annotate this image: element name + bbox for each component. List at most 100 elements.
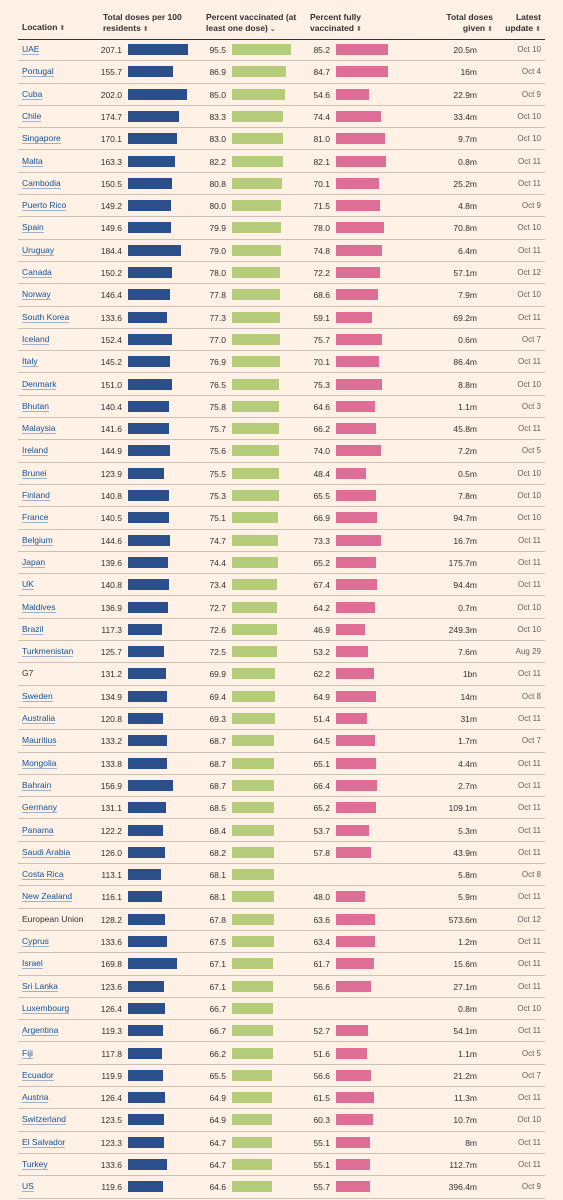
location-link[interactable]: Costa Rica [22, 869, 64, 881]
percent-vaccinated-value: 74.7 [209, 535, 226, 546]
location-link[interactable]: Sri Lanka [22, 980, 58, 992]
table-row: Israel 169.8 67.1 61.7 15.6m Oct 11 [18, 953, 545, 976]
percent-vaccinated-bar [232, 423, 279, 435]
percent-fully-bar [336, 333, 383, 345]
location-link[interactable]: Finland [22, 490, 50, 501]
location-link[interactable]: Turkey [22, 1159, 48, 1170]
total-doses-value: 43.9m [453, 847, 477, 858]
location-link[interactable]: Mongolia [22, 757, 57, 769]
location-link[interactable]: Argentina [22, 1025, 59, 1037]
location-link[interactable]: Singapore [22, 133, 61, 145]
percent-vaccinated-value: 85.0 [209, 89, 226, 100]
location-link[interactable]: Australia [22, 713, 56, 724]
location-link[interactable]: Mauritius [22, 735, 57, 747]
location-link[interactable]: Malta [22, 155, 43, 167]
column-header-location[interactable]: Location ⬍ [22, 22, 65, 34]
total-doses-value: 1bn [462, 669, 477, 680]
location-link[interactable]: Bahrain [22, 779, 52, 791]
location-link[interactable]: Bhutan [22, 400, 49, 412]
location-link[interactable]: New Zealand [22, 891, 73, 903]
percent-fully-bar [336, 155, 387, 167]
latest-update-value: Oct 11 [518, 535, 541, 545]
location-link[interactable]: Fiji [22, 1047, 33, 1059]
percent-vaccinated-value: 68.4 [209, 825, 226, 836]
total-doses-value: 57.1m [453, 268, 477, 278]
location-link[interactable]: UAE [22, 44, 40, 55]
location-link[interactable]: Germany [22, 802, 57, 814]
percent-fully-bar [336, 512, 377, 524]
doses-per-100-value: 131.1 [100, 803, 122, 814]
location-link[interactable]: Cuba [22, 88, 43, 100]
location-link[interactable]: Japan [22, 556, 46, 568]
total-doses-value: 25.2m [453, 178, 477, 189]
table-row: Mauritius 133.2 68.7 64.5 1.7m Oct 7 [18, 730, 545, 753]
total-doses-value: 5.8m [458, 870, 477, 881]
location-link[interactable]: Sweden [22, 690, 53, 702]
column-header-percent-vaccinated[interactable]: Percent vaccinated (at least one dose) ⌄ [206, 12, 296, 35]
column-header-percent-fully[interactable]: Percent fully vaccinated ⬍ [310, 12, 362, 35]
percent-vaccinated-bar [232, 936, 274, 947]
total-doses-value: 0.7m [458, 602, 477, 613]
location-link[interactable]: Iceland [22, 333, 50, 345]
location-link[interactable]: Denmark [22, 378, 57, 390]
location-link[interactable]: Austria [22, 1092, 49, 1104]
location-link[interactable]: US [22, 1181, 34, 1193]
column-header-total-doses[interactable]: Total doses given ⬍ [446, 12, 493, 35]
location-link[interactable]: Malaysia [22, 423, 56, 435]
location-link[interactable]: France [22, 512, 49, 524]
location-link[interactable]: UK [22, 579, 34, 591]
latest-update-value: Oct 11 [518, 780, 541, 790]
percent-fully-bar [336, 579, 378, 591]
doses-per-100-value: 146.4 [100, 290, 122, 301]
doses-per-100-bar [128, 1047, 163, 1059]
location-link[interactable]: Belgium [22, 534, 53, 546]
column-header-doses-per-100[interactable]: Total doses per 100 residents ⬍ [103, 12, 182, 35]
doses-per-100-bar [128, 779, 174, 791]
location-link[interactable]: Turkmenistan [22, 646, 74, 658]
location-link[interactable]: Spain [22, 222, 44, 234]
location-link[interactable]: Cyprus [22, 936, 49, 947]
location-link[interactable]: Uruguay [22, 244, 55, 256]
location-link[interactable]: Cambodia [22, 177, 61, 189]
location-link[interactable]: Ecuador [22, 1069, 54, 1081]
doses-per-100-value: 152.4 [100, 334, 122, 345]
location-link[interactable]: Brunei [22, 467, 47, 479]
doses-per-100-value: 141.6 [100, 424, 122, 435]
table-row: European Union 128.2 67.8 63.6 573.6m Oct 12 [18, 909, 545, 931]
location-link[interactable]: Luxembourg [22, 1002, 70, 1014]
location-link[interactable]: Portugal [22, 66, 54, 78]
location-link[interactable]: Brazil [22, 623, 44, 635]
percent-fully-bar [336, 467, 366, 479]
percent-fully-bar [336, 311, 373, 323]
location-link[interactable]: Israel [22, 958, 43, 970]
doses-per-100-value: 149.2 [100, 201, 122, 212]
total-doses-value: 5.9m [458, 892, 477, 903]
percent-vaccinated-bar [232, 289, 281, 301]
percent-fully-bar [336, 1181, 370, 1193]
location-link[interactable]: Chile [22, 110, 42, 122]
location-link[interactable]: Canada [22, 267, 52, 278]
location-link[interactable]: Ireland [22, 445, 48, 457]
doses-per-100-value: 128.2 [100, 914, 122, 925]
table-row: Italy 145.2 76.9 70.1 86.4m Oct 11 [18, 351, 545, 374]
percent-vaccinated-bar [232, 1092, 273, 1104]
doses-per-100-value: 119.9 [101, 1070, 122, 1081]
location-link[interactable]: El Salvador [22, 1136, 66, 1148]
location-link[interactable]: Saudi Arabia [22, 846, 71, 858]
location-link: G7 [22, 668, 34, 679]
percent-vaccinated-bar [232, 556, 278, 568]
percent-fully-bar [336, 267, 381, 278]
percent-vaccinated-bar [232, 155, 283, 167]
location-link[interactable]: Italy [22, 356, 38, 368]
location-link[interactable]: Puerto Rico [22, 200, 67, 212]
doses-per-100-bar [128, 1069, 163, 1081]
percent-fully-value: 67.4 [313, 580, 330, 591]
location-link[interactable]: Panama [22, 824, 54, 836]
location-link[interactable]: Switzerland [22, 1114, 66, 1126]
location-link[interactable]: Norway [22, 289, 51, 301]
location-link[interactable]: Maldives [22, 601, 56, 613]
percent-vaccinated-value: 80.0 [209, 201, 226, 212]
column-header-latest-update[interactable]: Latest update ⬍ [505, 12, 541, 35]
column-header-vaccinated-line2: least one dose) [206, 23, 268, 33]
location-link[interactable]: South Korea [22, 311, 70, 323]
